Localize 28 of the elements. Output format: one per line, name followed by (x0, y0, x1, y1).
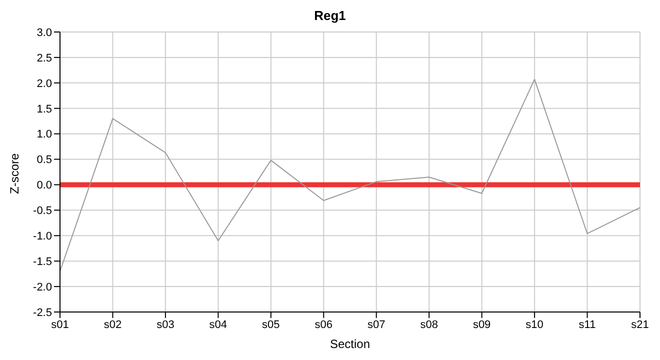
y-tick-label: 3.0 (36, 26, 52, 39)
x-tick-label: s05 (262, 318, 280, 331)
y-tick-label: -1.0 (33, 230, 52, 243)
y-tick-label: -2.5 (33, 306, 52, 319)
y-tick-label: 2.0 (36, 78, 52, 90)
x-tick-label: s08 (420, 318, 438, 331)
x-tick-label: s04 (209, 318, 228, 331)
x-tick-label: s07 (367, 318, 386, 331)
x-tick-label: s21 (631, 318, 649, 331)
y-tick-label: 2.5 (36, 52, 52, 64)
y-tick-label: -2.0 (33, 281, 52, 294)
line-series (60, 78, 640, 272)
x-tick-label: s06 (314, 318, 333, 331)
chart-title: Reg1 (313, 8, 347, 25)
x-tick-label: s03 (156, 318, 174, 331)
x-tick-label: s01 (51, 318, 69, 331)
y-tick-label: 1.5 (36, 103, 52, 116)
y-tick-label: -0.5 (33, 205, 52, 218)
y-tick-label: -1.5 (33, 256, 52, 268)
x-tick-label: s02 (104, 318, 122, 331)
y-axis-title: Z-score (7, 153, 22, 194)
x-tick-label: s11 (578, 318, 596, 331)
y-tick-label: 0.5 (36, 154, 52, 166)
y-tick-label: 1.0 (36, 128, 52, 141)
x-tick-label: s10 (526, 318, 544, 331)
x-axis-title: Section (330, 337, 370, 351)
x-tick-label: s09 (472, 318, 491, 331)
y-tick-label: 0.0 (36, 180, 52, 192)
